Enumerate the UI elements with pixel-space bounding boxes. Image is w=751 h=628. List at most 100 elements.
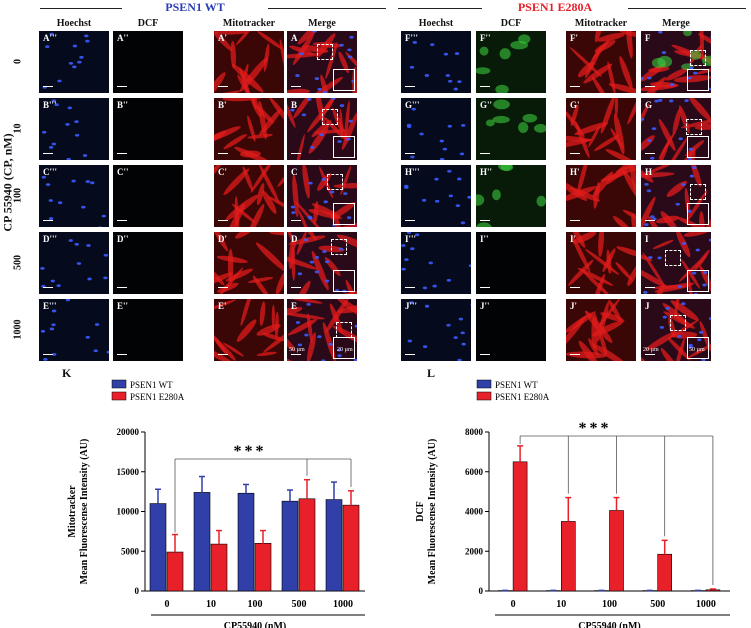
scale-bar [405, 354, 415, 355]
x-tick-label: 10 [206, 599, 216, 610]
micrograph-panel: J' [565, 298, 637, 362]
x-tick-label: 100 [248, 599, 263, 610]
panel-label: I [645, 234, 649, 244]
bar [325, 499, 343, 592]
scale-label-50: 50 µm [689, 347, 705, 353]
scale-bar [405, 86, 415, 87]
bar [210, 543, 228, 592]
scale-bar [405, 220, 415, 221]
bar [298, 498, 316, 592]
scale-bar [218, 153, 228, 154]
scale-bar [480, 220, 490, 221]
micrograph-panel: J 50 µm 20 µm [640, 298, 712, 362]
column-header-hoechst: Hoechst [56, 18, 92, 29]
panel-letter-k: K [62, 366, 72, 380]
micrograph-panel: C' [213, 164, 285, 228]
group-title-wt: PSEN1 WT [165, 0, 225, 14]
scale-bar [218, 287, 228, 288]
micrograph-panel: B [286, 97, 358, 161]
column-header-mitotracker: Mitotracker [574, 18, 628, 29]
panel-label: I''' [405, 234, 417, 244]
y-axis-label: Mean Fluorescense Intensity (AU) [427, 439, 438, 585]
scale-bar [480, 287, 490, 288]
group-line-wt-right [268, 8, 386, 9]
panel-label: H''' [405, 167, 420, 177]
panel-label: C'' [117, 167, 129, 177]
scale-bar [218, 86, 228, 87]
micrograph-panel: B''' [38, 97, 110, 161]
micrograph-panel: A''' [38, 30, 110, 94]
scale-bar [645, 287, 655, 288]
scale-bar [43, 220, 53, 221]
panel-label: J' [570, 301, 578, 311]
scale-bar [405, 153, 415, 154]
panel-label: H'' [480, 167, 493, 177]
scale-bar [291, 354, 301, 355]
roi-box [685, 119, 702, 136]
column-header-merge: Merge [308, 18, 336, 29]
micrograph-panel: H' [565, 164, 637, 228]
scale-label-20: 20 µm [337, 347, 353, 353]
scale-bar [291, 153, 301, 154]
micrograph-panel: I'' [475, 231, 547, 295]
micrograph-panel: H'' [475, 164, 547, 228]
bar [193, 492, 211, 592]
panel-label: D' [218, 234, 227, 244]
panel-label: F' [570, 33, 578, 43]
x-tick-label: 0 [511, 599, 516, 610]
scale-bar [480, 153, 490, 154]
group-title-e280a: PSEN1 E280A [517, 0, 593, 14]
scale-bar [480, 86, 490, 87]
column-header-dcf: DCF [137, 18, 159, 29]
bar [149, 503, 167, 592]
legend-swatch [476, 379, 492, 389]
y-axis-label: Mean Fluorescense Intensity (AU) [79, 439, 90, 585]
roi-box [317, 43, 333, 60]
zoom-inset [333, 270, 355, 292]
panel-label: E'' [117, 301, 129, 311]
micrograph-panel: I''' [400, 231, 472, 295]
zoom-inset [687, 136, 709, 158]
y-tick-label: 15000 [117, 467, 140, 477]
micrograph-panel: F''' [400, 30, 472, 94]
scale-bar [43, 287, 53, 288]
panel-label: H' [570, 167, 580, 177]
zoom-inset [687, 69, 709, 91]
panel-label: A [291, 33, 298, 43]
x-tick-label: 100 [602, 599, 617, 610]
panel-label: E' [218, 301, 227, 311]
micrograph-panel: C'' [112, 164, 184, 228]
panel-label: C' [218, 167, 227, 177]
x-tick-label: 500 [650, 599, 665, 610]
panel-label: G [645, 100, 653, 110]
panel-label: C [291, 167, 298, 177]
micrograph-panel: G''' [400, 97, 472, 161]
scale-bar [117, 354, 127, 355]
zoom-inset [687, 337, 709, 359]
legend-swatch [111, 379, 127, 389]
y-tick-label: 4000 [465, 507, 484, 517]
x-axis-label: CP55940 (nM) [224, 621, 287, 628]
row-label-0: 0 [12, 59, 24, 64]
scale-bar [218, 354, 228, 355]
zoom-inset [687, 203, 709, 225]
panel-label: J [645, 301, 650, 311]
panel-label: E''' [43, 301, 57, 311]
micrograph-panel: C [286, 164, 358, 228]
scale-bar [645, 86, 655, 87]
group-line-e280a-left [398, 8, 482, 9]
bar [254, 543, 272, 592]
micrograph-panel: E' [213, 298, 285, 362]
scale-bar [570, 220, 580, 221]
row-label-500: 500 [12, 255, 24, 270]
scale-bar [645, 153, 655, 154]
scale-bar [405, 287, 415, 288]
bar [609, 510, 624, 592]
legend-swatch [111, 391, 127, 401]
micrograph-panel: E 50 µm 20 µm [286, 298, 358, 362]
panel-label: J''' [405, 301, 418, 311]
panel-label: B'' [117, 100, 129, 110]
chart-l-dcf: PSEN1 WT PSEN1 E280A 0 2000 4000 6000 8000 DCF M… [415, 379, 730, 628]
panel-label: H [645, 167, 653, 177]
panel-label: G''' [405, 100, 420, 110]
